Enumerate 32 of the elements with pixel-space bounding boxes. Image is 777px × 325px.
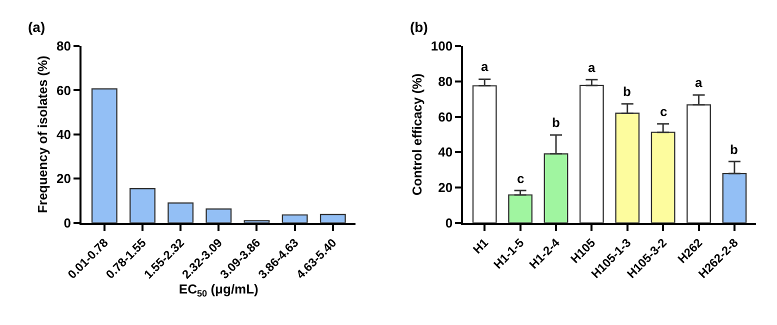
annotation: c: [517, 171, 524, 186]
y-tick-label: 80: [56, 38, 71, 54]
y-tick-label: 80: [438, 74, 453, 89]
y-tick-label: 40: [438, 144, 453, 160]
x-tick-label: H1: [470, 236, 492, 257]
y-tick-label: 20: [438, 180, 453, 196]
annotation: a: [481, 59, 489, 74]
y-tick-label: 60: [438, 109, 453, 124]
annotation: b: [623, 84, 631, 99]
bar: [508, 194, 532, 223]
y-tick-label: 40: [56, 127, 71, 142]
annotation: b: [730, 142, 738, 157]
annotation: c: [660, 104, 668, 119]
annotation: a: [588, 60, 596, 75]
bar: [320, 214, 346, 223]
bar: [206, 208, 232, 223]
annotation: b: [552, 115, 560, 130]
y-tick-label: 60: [56, 82, 71, 98]
bar: [91, 88, 118, 223]
y-axis-title: Control efficacy (%): [409, 73, 424, 196]
annotation: a: [695, 75, 703, 90]
bar: [130, 188, 156, 223]
chart-title: (b): [410, 19, 428, 35]
bar: [168, 202, 194, 223]
y-tick-label: 100: [430, 38, 453, 54]
y-tick-label: 0: [64, 215, 71, 230]
y-axis-title: Frequency of isolates (%): [34, 56, 50, 214]
y-tick-label: 20: [56, 171, 71, 186]
x-axis-title: EC$_{50}$ (μg/mL): [178, 282, 258, 298]
chart-title: (a): [28, 19, 46, 35]
y-tick-label: 0: [445, 215, 453, 230]
bar: [282, 214, 308, 223]
